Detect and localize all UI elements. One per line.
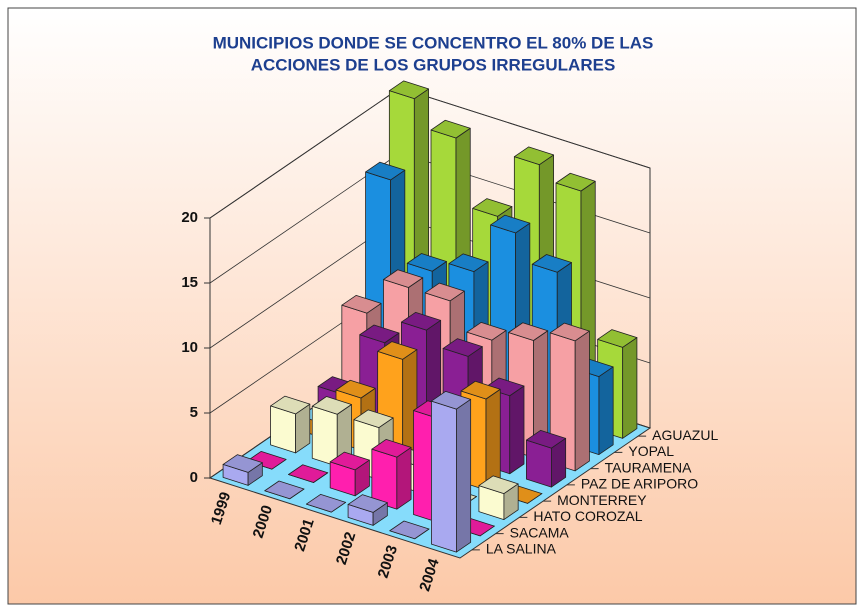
legend-label: TAURAMENA bbox=[605, 459, 693, 475]
bar-top bbox=[430, 119, 471, 139]
bar-side bbox=[485, 388, 501, 491]
legend-label: PAZ DE ARIPORO bbox=[581, 476, 698, 492]
bar-top bbox=[472, 198, 513, 217]
y-tick-label: 5 bbox=[190, 404, 198, 421]
legend-label: SACAMA bbox=[510, 524, 570, 540]
bar-side bbox=[574, 330, 590, 472]
bar-top bbox=[264, 480, 305, 500]
bar-top bbox=[377, 341, 418, 360]
y-tick-label: 20 bbox=[181, 209, 198, 226]
bar-top bbox=[222, 454, 263, 473]
bar-top bbox=[365, 161, 406, 181]
bar-top bbox=[288, 464, 329, 483]
bar-top bbox=[306, 493, 347, 513]
bar bbox=[431, 390, 472, 553]
bar-top bbox=[389, 520, 430, 540]
bar-top bbox=[513, 146, 554, 166]
bar-top bbox=[311, 396, 352, 415]
bar-top bbox=[442, 338, 483, 357]
bar-top bbox=[549, 322, 590, 342]
bar-side bbox=[456, 398, 472, 553]
bar-top bbox=[341, 295, 382, 314]
bar-top bbox=[388, 80, 429, 100]
bar bbox=[526, 429, 567, 488]
bar-top bbox=[424, 282, 465, 302]
bar-top bbox=[448, 253, 489, 272]
bar-side bbox=[509, 385, 525, 475]
bar bbox=[270, 395, 311, 454]
bar bbox=[264, 480, 305, 500]
y-tick-label: 15 bbox=[181, 274, 198, 291]
bar-top bbox=[371, 439, 412, 458]
chart-title: ACCIONES DE LOS GRUPOS IRREGULARES bbox=[251, 55, 616, 74]
bar-top bbox=[246, 451, 287, 470]
chart-title: MUNICIPIOS DONDE SE CONCENTRO EL 80% DE … bbox=[213, 33, 654, 52]
bar-top bbox=[478, 475, 519, 494]
bar-top bbox=[401, 311, 442, 331]
bar-top bbox=[460, 380, 501, 400]
bar-top bbox=[597, 329, 638, 348]
bar bbox=[311, 396, 352, 467]
bar-top bbox=[431, 390, 472, 410]
legend-label: MONTERREY bbox=[557, 492, 647, 508]
bar-top bbox=[555, 172, 596, 192]
bar-top bbox=[466, 322, 507, 341]
bar-top bbox=[508, 322, 549, 341]
legend-label: HATO COROZAL bbox=[533, 508, 642, 524]
bar-front bbox=[431, 400, 457, 553]
bar-front bbox=[311, 405, 338, 467]
bar-top bbox=[490, 214, 531, 234]
bar bbox=[222, 454, 263, 486]
y-tick-label: 0 bbox=[190, 469, 198, 486]
bar-top bbox=[270, 395, 311, 415]
bar-top bbox=[347, 494, 388, 513]
bar-top bbox=[359, 324, 400, 344]
bar-top bbox=[353, 409, 394, 428]
bar-side bbox=[598, 366, 614, 455]
bar-side bbox=[396, 447, 412, 510]
bar-top bbox=[329, 451, 370, 471]
bar-top bbox=[383, 269, 424, 288]
y-tick-label: 10 bbox=[181, 339, 198, 356]
bar-top bbox=[406, 253, 447, 272]
bar-top bbox=[484, 377, 525, 397]
bar-top bbox=[335, 379, 376, 399]
bar bbox=[347, 494, 388, 526]
bar bbox=[306, 493, 347, 513]
bar bbox=[329, 451, 370, 497]
bar bbox=[371, 439, 412, 510]
legend-label: YOPAL bbox=[628, 443, 674, 459]
bar-top bbox=[526, 429, 567, 449]
bar-top bbox=[531, 254, 572, 273]
bar-side bbox=[622, 337, 638, 439]
legend-label: AGUAZUL bbox=[652, 427, 718, 443]
legend-label: LA SALINA bbox=[486, 541, 557, 557]
bar bbox=[288, 464, 329, 483]
bar bbox=[478, 475, 519, 520]
bar bbox=[389, 520, 430, 540]
